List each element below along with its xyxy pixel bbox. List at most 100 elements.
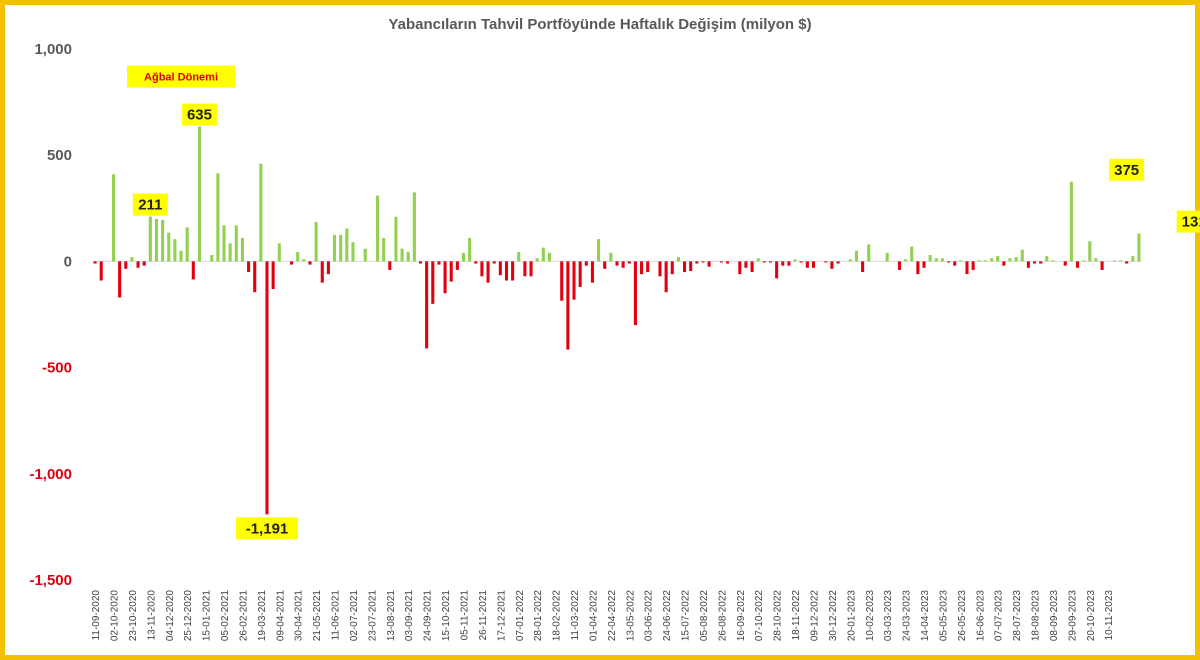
bar [646, 261, 650, 273]
bar [781, 261, 785, 266]
bar [566, 261, 570, 350]
bar [990, 258, 994, 262]
callout-box [1176, 210, 1200, 233]
bar [768, 261, 773, 263]
bar [1118, 260, 1123, 262]
bar [1082, 260, 1086, 262]
x-tick-label: 15-07-2022 [681, 590, 692, 642]
x-tick-label: 11-03-2022 [570, 590, 581, 641]
x-tick-label: 24-09-2021 [423, 590, 434, 642]
bar [382, 238, 386, 262]
bar [683, 261, 687, 273]
x-tick-label: 02-10-2020 [109, 590, 120, 642]
y-tick-label: -1,500 [29, 572, 72, 589]
bar [947, 261, 951, 263]
bar [609, 252, 613, 262]
x-tick-label: 26-02-2021 [238, 590, 249, 642]
bar [615, 261, 619, 266]
x-tick-label: 13-05-2022 [625, 590, 636, 642]
x-tick-label: 16-09-2022 [736, 590, 747, 642]
bar [621, 261, 625, 268]
x-tick-label: 24-03-2023 [902, 590, 913, 642]
bar [787, 261, 791, 266]
bar [259, 163, 263, 262]
bar [142, 261, 146, 266]
bar [504, 261, 509, 281]
bar [265, 261, 269, 515]
bar [897, 261, 901, 270]
bar [928, 255, 932, 262]
callout-box [1109, 158, 1145, 181]
x-tick-label: 10-11-2023 [1104, 590, 1115, 641]
bar [904, 259, 908, 262]
x-tick-label: 09-12-2022 [809, 590, 820, 642]
x-tick-label: 23-07-2021 [367, 590, 378, 642]
bar [996, 256, 1000, 262]
x-tick-label: 09-04-2021 [275, 590, 286, 642]
bar [222, 225, 226, 262]
x-tick-label: 21-05-2021 [312, 590, 323, 642]
bar [971, 261, 975, 270]
bar [302, 259, 306, 262]
bar [486, 261, 490, 283]
bar [640, 261, 644, 275]
bar [247, 261, 251, 273]
x-tick-label: 03-06-2022 [644, 590, 655, 642]
x-tick-label: 03-09-2021 [404, 590, 415, 642]
bar [953, 261, 957, 266]
bar [167, 232, 171, 262]
bar [418, 261, 423, 264]
bar [529, 261, 533, 277]
x-tick-label: 17-12-2021 [496, 590, 507, 642]
bar [277, 243, 281, 262]
x-tick-label: 25-12-2020 [183, 590, 194, 642]
x-tick-label: 23-10-2020 [128, 590, 139, 642]
bar [124, 261, 128, 269]
bar [854, 250, 859, 262]
x-tick-label: 30-04-2021 [294, 590, 305, 642]
bar [547, 252, 551, 262]
x-tick-label: 20-01-2023 [846, 590, 857, 642]
x-tick-label: 04-12-2020 [165, 590, 176, 642]
bar [867, 244, 871, 262]
bar [1020, 249, 1024, 262]
bar [296, 251, 300, 262]
x-tick-label: 15-01-2021 [202, 590, 213, 642]
x-tick-label: 26-05-2023 [957, 590, 968, 642]
bar [1088, 241, 1092, 262]
x-tick-label: 18-11-2022 [791, 590, 802, 641]
callout-box [181, 103, 217, 126]
bar [977, 260, 981, 262]
bar [750, 261, 754, 273]
bar [118, 261, 122, 298]
x-tick-label: 29-09-2023 [1067, 590, 1078, 642]
bar [689, 261, 693, 271]
y-tick-label: -500 [42, 360, 72, 377]
data-label: 131 [1182, 214, 1200, 231]
bar [885, 252, 889, 262]
bar [1069, 181, 1073, 262]
bar [93, 261, 97, 264]
bar [597, 239, 601, 262]
x-tick-label: 19-03-2021 [257, 590, 268, 642]
annotation-box [127, 65, 236, 88]
bar [830, 261, 834, 269]
x-tick-label: 07-07-2023 [994, 590, 1005, 642]
x-tick-label: 15-10-2021 [441, 590, 452, 642]
bar [861, 261, 865, 273]
x-tick-label: 02-07-2021 [349, 590, 360, 642]
bar [1125, 261, 1129, 264]
x-axis: 11-09-2020 02-10-2020 23-10-2020 13-11-2020… [91, 590, 1115, 642]
bar [271, 261, 275, 290]
bar [498, 261, 502, 276]
bar [216, 173, 220, 262]
bar [197, 126, 201, 262]
data-label: -1,191 [246, 520, 289, 537]
x-tick-label: 28-07-2023 [1012, 590, 1023, 642]
bar [965, 261, 969, 275]
bar [210, 255, 214, 262]
annotation-label: Ağbal Dönemi [144, 72, 218, 84]
x-tick-label: 05-02-2021 [220, 590, 231, 642]
bar [1131, 256, 1135, 262]
x-tick-label: 18-08-2023 [1031, 590, 1042, 642]
